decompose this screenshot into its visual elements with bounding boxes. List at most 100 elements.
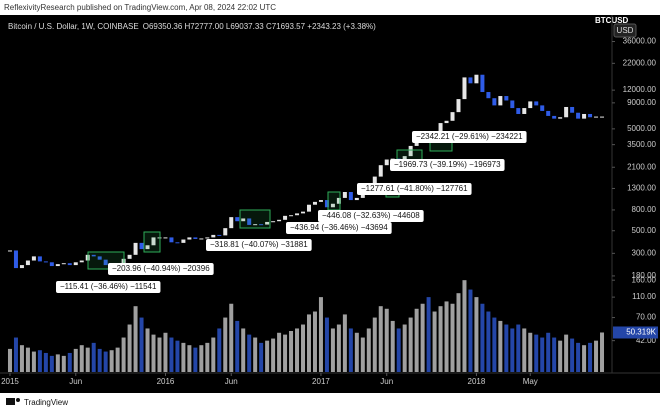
annotation: −2342.21 (−29.61%) −234221 <box>412 131 527 143</box>
annotation-box <box>206 239 312 251</box>
y-tick-label: 36000.00 <box>623 37 657 46</box>
candle <box>576 112 581 119</box>
volume-bar <box>444 301 449 372</box>
candle <box>330 203 335 208</box>
volume-bar <box>127 324 132 372</box>
annotation-label: −436.94 (−36.46%) −43694 <box>290 223 388 232</box>
x-tick-label: 2018 <box>468 377 486 386</box>
candle <box>55 264 60 267</box>
volume-bar <box>259 342 264 372</box>
candle <box>103 259 108 266</box>
volume-bar <box>283 334 288 372</box>
volume-bar <box>360 337 365 372</box>
candle <box>289 215 294 217</box>
volume-bar <box>253 337 258 372</box>
candle <box>372 176 377 187</box>
candle <box>13 250 18 269</box>
logo <box>6 398 20 405</box>
volume-bar <box>474 297 479 372</box>
x-tick-label: 2015 <box>1 377 19 386</box>
volume-bar <box>199 345 204 372</box>
candle <box>582 113 587 119</box>
volume-bar <box>121 337 126 372</box>
currency[interactable]: USD <box>617 26 634 35</box>
chart-header: Bitcoin / U.S. Dollar, 1W, COINBASE O6935… <box>8 22 376 31</box>
y-tick-label: 300.00 <box>632 248 657 257</box>
candle <box>19 265 24 269</box>
volume-bar <box>265 340 270 372</box>
annotation-label: −318.81 (−40.07%) −31881 <box>210 240 308 249</box>
annotation-box <box>286 222 392 234</box>
y2-tick-label: 110.00 <box>632 292 656 301</box>
volume-bar <box>408 317 413 372</box>
y2-tick-label: 42.00 <box>636 336 657 345</box>
candle <box>552 115 557 119</box>
measure-box <box>143 231 161 253</box>
y-tick-label: 500.00 <box>632 226 657 235</box>
candle <box>594 116 599 118</box>
y-tick-label: 2100.00 <box>627 162 656 171</box>
candle <box>336 197 341 204</box>
annotation: −203.96 (−40.94%) −20396 <box>108 263 214 275</box>
candle <box>588 113 593 118</box>
volume-bar <box>342 314 347 372</box>
candle <box>522 108 527 114</box>
publisher: ReflexivityResearch published on Trading… <box>4 3 276 12</box>
volume-bar <box>486 311 491 372</box>
volume-bar <box>19 345 24 372</box>
volume-bar <box>139 317 144 372</box>
volume-bar <box>372 317 377 372</box>
volume-bar <box>540 337 545 372</box>
currency-button[interactable] <box>613 23 637 38</box>
volume-bar <box>426 297 431 372</box>
volume-bar <box>576 342 581 372</box>
candle <box>510 100 515 109</box>
candle <box>43 261 48 263</box>
candle <box>175 242 180 244</box>
volume-bar <box>528 332 533 372</box>
volume-bar <box>366 328 371 372</box>
candle <box>360 192 365 198</box>
candle <box>516 108 521 114</box>
volume-bar <box>295 328 300 372</box>
candle <box>348 192 353 201</box>
volume-bar <box>498 320 503 372</box>
annotation: −436.94 (−36.46%) −43694 <box>286 222 392 234</box>
volume-bar <box>37 350 42 372</box>
candle <box>540 105 545 111</box>
volume-bar <box>552 337 557 372</box>
volume-bar <box>324 317 329 372</box>
candle <box>295 213 300 216</box>
candle <box>253 224 258 226</box>
volume-bar <box>115 347 120 372</box>
candle <box>450 112 455 121</box>
volume-bar <box>55 354 60 372</box>
x-tick-label: Jun <box>380 377 393 386</box>
volume-bar <box>510 328 515 372</box>
volume-bar <box>312 311 317 372</box>
candle <box>277 219 282 222</box>
annotation: −318.81 (−40.07%) −31881 <box>206 239 312 251</box>
candle <box>456 99 461 113</box>
volume-bar <box>241 328 246 372</box>
candle <box>271 221 276 223</box>
candle <box>97 256 102 260</box>
volume-bar <box>330 328 335 372</box>
annotation-label: −2342.21 (−29.61%) −234221 <box>416 132 523 141</box>
volume-bar <box>570 338 575 372</box>
volume-bar <box>432 311 437 372</box>
annotation-box <box>318 210 424 222</box>
volume-bar <box>450 303 455 372</box>
annotation-label: −1277.61 (−41.80%) −127761 <box>361 184 468 193</box>
volume-bar <box>97 348 102 372</box>
candle <box>438 123 443 136</box>
candle <box>247 218 252 225</box>
annotation: −446.08 (−32.63%) −44608 <box>318 210 424 222</box>
volume-bar <box>600 332 605 372</box>
volume-bar <box>336 324 341 372</box>
volume-bar <box>103 351 108 372</box>
volume-bar <box>558 340 563 372</box>
volume-bar <box>235 320 240 372</box>
candle <box>486 92 491 99</box>
